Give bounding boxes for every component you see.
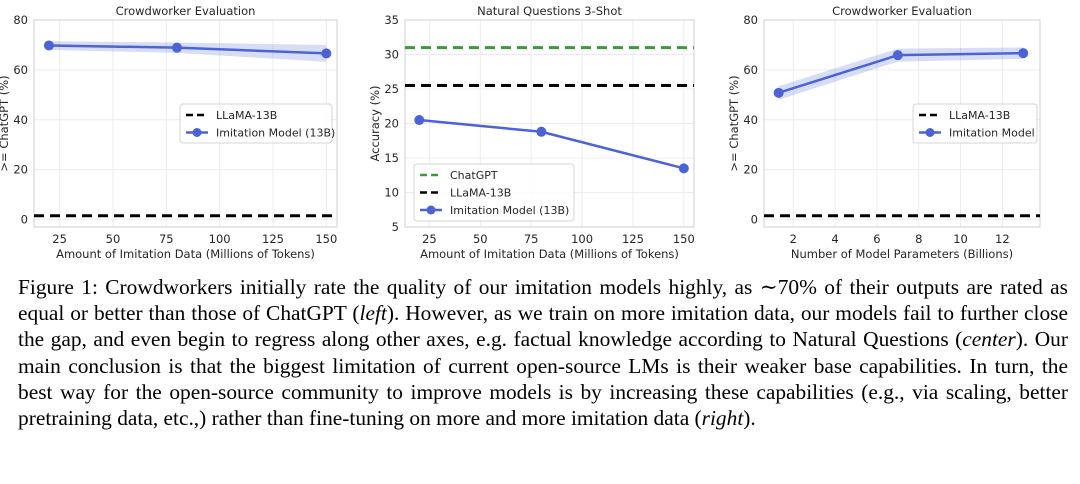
x-tick-label: 125 <box>622 232 644 246</box>
x-axis-label: Amount of Imitation Data (Millions of To… <box>420 247 679 261</box>
data-point <box>321 48 332 59</box>
x-tick-label: 75 <box>524 232 539 246</box>
y-tick-label: 10 <box>384 186 399 200</box>
y-tick-label: 80 <box>743 13 758 27</box>
legend-marker <box>192 128 202 137</box>
chart-natural-questions: 5 10 15 20 25 30 35 25 50 75 100 125 150 Natural Ques… <box>368 4 695 261</box>
x-tick-label: 6 <box>873 232 880 246</box>
chart-crowdworker-data: 0 20 40 60 80 25 50 75 100 125 150 Crowdworker Eval… <box>0 4 338 261</box>
x-tick-label: 150 <box>673 232 695 246</box>
legend-label: Imitation Model (13B) <box>216 127 335 140</box>
y-tick-label: 40 <box>743 113 758 127</box>
x-tick-label: 100 <box>571 232 593 246</box>
caption-em-right: right <box>701 406 744 431</box>
plot-frame <box>404 19 695 228</box>
legend-label: Imitation Model <box>949 127 1035 140</box>
x-tick-label: 150 <box>315 232 337 246</box>
figure-caption: Figure 1: Crowdworkers initially rate th… <box>18 274 1068 431</box>
data-point <box>43 40 54 51</box>
legend-box <box>413 163 575 222</box>
x-axis-label: Amount of Imitation Data (Millions of To… <box>56 247 315 261</box>
y-tick-label: 15 <box>384 151 399 165</box>
plot-frame <box>33 19 338 228</box>
x-tick-label: 50 <box>473 232 488 246</box>
x-tick-label: 4 <box>831 232 838 246</box>
data-point <box>892 50 903 61</box>
x-tick-label: 25 <box>422 232 437 246</box>
data-point <box>414 115 425 126</box>
y-tick-label: 20 <box>743 163 758 177</box>
caption-em-left: left <box>359 301 387 326</box>
x-tick-label: 12 <box>995 232 1010 246</box>
y-axis-label: >= ChatGPT (%) <box>0 75 11 171</box>
y-tick-label: 60 <box>13 63 28 77</box>
y-tick-label: 25 <box>384 82 399 96</box>
data-point <box>171 42 182 53</box>
x-tick-label: 8 <box>915 232 922 246</box>
x-tick-label: 75 <box>159 232 174 246</box>
data-point <box>773 87 784 98</box>
data-point <box>1018 48 1029 59</box>
legend-box <box>179 103 333 144</box>
chart-title: Crowdworker Evaluation <box>832 4 972 18</box>
legend-label: Imitation Model (13B) <box>450 204 569 217</box>
chart-crowdworker-params: 0 20 40 60 80 2 4 6 8 10 12 Crowdworker Evaluation N… <box>727 4 1041 261</box>
caption-text-2: ). However, as we train on more imitatio… <box>18 301 1068 352</box>
y-tick-label: 60 <box>743 63 758 77</box>
data-point <box>678 163 689 174</box>
chart-title: Natural Questions 3-Shot <box>477 4 622 18</box>
caption-text-1: Figure 1: Crowdworkers initially rate th… <box>18 275 1068 326</box>
x-tick-label: 25 <box>52 232 67 246</box>
series-line <box>419 118 685 170</box>
x-tick-label: 125 <box>262 232 284 246</box>
legend-marker <box>925 128 935 137</box>
legend-label: LLaMA-13B <box>450 187 511 200</box>
caption-text-3: ). Our main conclusion is that the bigge… <box>18 327 1068 431</box>
x-tick-label: 100 <box>209 232 231 246</box>
legend-label: LLaMA-13B <box>216 109 277 122</box>
y-axis-label: Accuracy (%) <box>368 85 382 161</box>
y-tick-label: 80 <box>13 13 28 27</box>
plot-frame <box>763 19 1041 228</box>
legend-box <box>912 103 1038 144</box>
data-point <box>536 126 547 137</box>
legend-label: ChatGPT <box>450 169 498 182</box>
x-tick-label: 2 <box>790 232 797 246</box>
legend-marker <box>426 205 436 215</box>
y-tick-label: 30 <box>384 48 399 62</box>
x-axis-label: Number of Model Parameters (Billions) <box>791 247 1013 261</box>
x-tick-label: 10 <box>953 232 968 246</box>
caption-em-center: center <box>962 327 1016 352</box>
legend-label: LLaMA-13B <box>949 109 1010 122</box>
y-tick-label: 20 <box>384 117 399 131</box>
y-tick-label: 0 <box>21 213 28 227</box>
y-tick-label: 35 <box>384 13 399 27</box>
caption-text-4: ). <box>743 406 756 431</box>
x-tick-label: 50 <box>106 232 121 246</box>
y-tick-label: 40 <box>13 113 28 127</box>
y-tick-label: 20 <box>13 163 28 177</box>
chart-title: Crowdworker Evaluation <box>116 4 256 18</box>
y-tick-label: 0 <box>751 213 758 227</box>
y-tick-label: 5 <box>392 220 399 234</box>
y-axis-label: >= ChatGPT (%) <box>727 75 741 171</box>
